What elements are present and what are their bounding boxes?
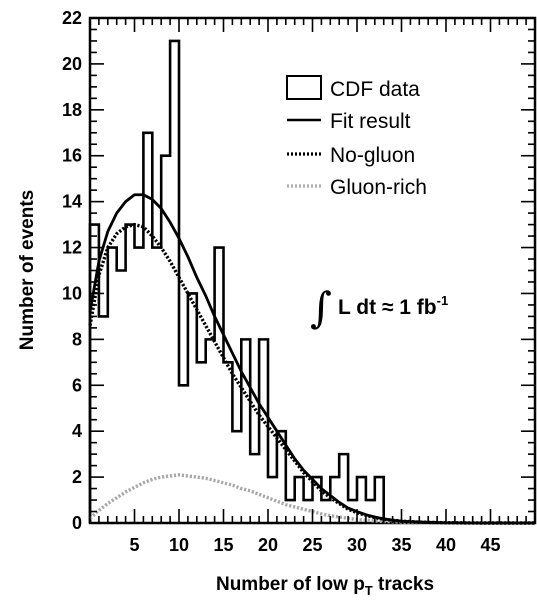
legend-label-cdf-data: CDF data <box>330 78 420 101</box>
x-axis-title-suffix: tracks <box>373 574 434 595</box>
y-tick-label: 12 <box>62 238 82 258</box>
histogram-bin <box>170 41 179 523</box>
histogram-cdf-data <box>88 39 385 523</box>
histogram-bin <box>188 293 197 523</box>
x-tick-label: 30 <box>347 535 367 555</box>
legend: CDF data Fit result No-gluon Gluon-rich <box>286 75 427 199</box>
histogram-bin <box>135 248 144 523</box>
x-axis-title: Number of low pT tracks <box>216 574 434 598</box>
luminosity-annotation: ∫ L dt ≈ 1 fb-1 <box>310 283 448 332</box>
x-tick-label: 20 <box>258 535 278 555</box>
y-tick-label: 20 <box>62 54 82 74</box>
luminosity-superscript: -1 <box>437 293 449 308</box>
histogram-bin <box>321 500 330 523</box>
x-tick-label: 25 <box>302 535 322 555</box>
luminosity-text: L dt ≈ 1 fb-1 <box>338 293 448 319</box>
histogram-bin <box>224 362 233 523</box>
x-tick-label: 40 <box>436 535 456 555</box>
y-tick-label: 18 <box>62 100 82 120</box>
histogram-bin <box>179 385 188 523</box>
x-axis-title-main: Number of low p <box>216 574 365 595</box>
x-tick-label: 5 <box>129 535 139 555</box>
histogram-layer <box>88 39 385 524</box>
y-tick-label: 16 <box>62 146 82 166</box>
histogram-bin <box>117 271 126 524</box>
y-tick-label: 14 <box>62 192 82 212</box>
histogram-bin <box>126 225 135 523</box>
histogram-bin <box>304 500 313 523</box>
y-tick-label: 8 <box>72 329 82 349</box>
integral-sign: ∫ <box>310 283 332 332</box>
histogram-bin <box>241 339 250 523</box>
histogram-bin <box>197 362 206 523</box>
curve-fit-result <box>88 193 535 525</box>
curves-layer <box>88 193 535 525</box>
x-tick-label: 45 <box>480 535 500 555</box>
histogram-bin <box>206 339 215 523</box>
x-tick-label: 35 <box>391 535 411 555</box>
legend-label-fit-result: Fit result <box>330 110 411 133</box>
y-axis-title: Number of events <box>17 190 38 350</box>
histogram-bin <box>339 454 348 523</box>
histogram-bin <box>152 248 161 523</box>
legend-label-gluon-rich: Gluon-rich <box>330 176 427 199</box>
histogram-bin <box>232 431 241 523</box>
legend-swatch-cdf-data <box>286 75 322 100</box>
x-tick-label: 15 <box>213 535 233 555</box>
x-tick-label: 10 <box>169 535 189 555</box>
y-tick-label: 6 <box>72 375 82 395</box>
histogram-bin <box>108 248 117 523</box>
histogram-bin <box>250 454 259 523</box>
y-tick-label: 2 <box>72 467 82 487</box>
luminosity-main: L dt ≈ 1 fb <box>338 296 437 319</box>
histogram-bin <box>99 316 108 523</box>
ticks-layer: 0 2 4 6 8 10 12 14 16 18 20 22 5 10 15 20 25 30 35 40 45 <box>62 8 536 555</box>
histogram-bin <box>295 477 304 523</box>
y-tick-label: 0 <box>72 513 82 533</box>
x-axis-title-subscript: T <box>365 583 373 598</box>
histogram-bin <box>143 133 152 523</box>
legend-label-no-gluon: No-gluon <box>330 144 415 167</box>
y-tick-label: 4 <box>72 421 82 441</box>
y-tick-label: 10 <box>62 283 82 303</box>
y-tick-label: 22 <box>62 8 82 28</box>
